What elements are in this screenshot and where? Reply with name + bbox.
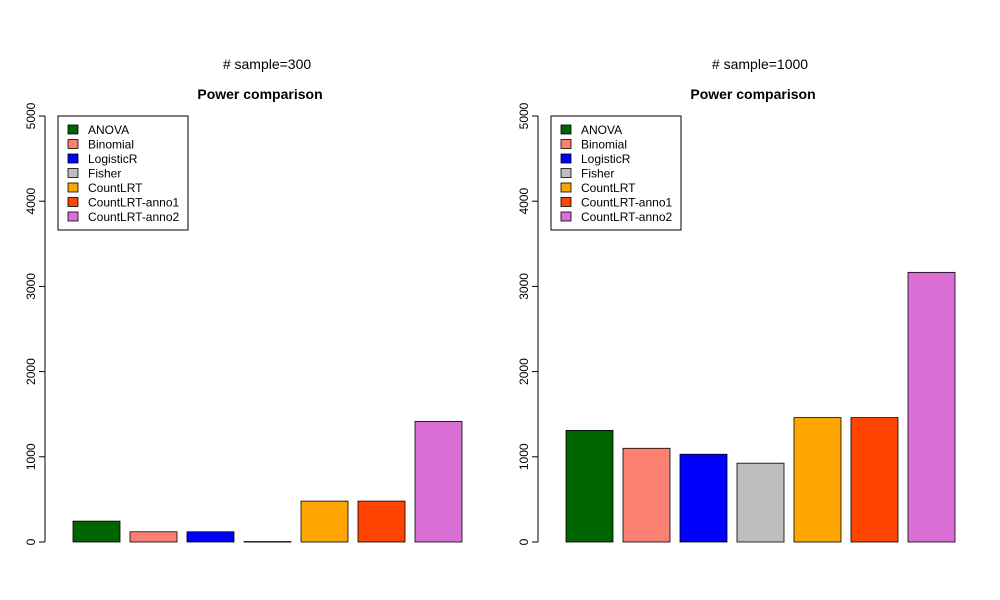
legend-label: ANOVA: [581, 123, 622, 137]
bar-anova: [72, 520, 121, 543]
legend: ANOVABinomialLogisticRFisherCountLRTCoun…: [57, 115, 189, 231]
legend-label: Binomial: [88, 138, 134, 152]
panel-sample-1000: # sample=1000 Power comparison 0 1000 2000 30…: [517, 56, 956, 545]
y-tick-label: 0: [24, 538, 38, 545]
legend-label: Binomial: [581, 138, 627, 152]
legend-swatch: [67, 153, 79, 164]
chart-supertitle: # sample=300: [223, 56, 312, 72]
bar-binomial: [622, 447, 671, 543]
legend-swatch: [560, 197, 572, 207]
y-tick-label: 4000: [517, 188, 531, 215]
bar-logisticr: [186, 531, 235, 543]
y-tick-label: 0: [517, 538, 531, 545]
y-tick-label: 2000: [24, 358, 38, 385]
bar-countlrt: [793, 417, 842, 543]
legend-swatch: [67, 168, 79, 178]
bar-countlrt-anno1: [850, 417, 899, 543]
bar-fisher: [736, 462, 785, 543]
bar-fisher: [243, 541, 292, 543]
legend-swatch: [67, 211, 79, 222]
y-tick-label: 3000: [517, 273, 531, 300]
legend-label: CountLRT-anno2: [581, 210, 673, 224]
y-tick-label: 2000: [517, 358, 531, 385]
bar-countlrt-anno2: [907, 271, 956, 543]
legend-box: [57, 115, 189, 231]
panel-sample-300: # sample=300 Power comparison 0 1000 2000 300…: [24, 56, 463, 545]
y-tick-label: 3000: [24, 273, 38, 300]
legend-label: CountLRT: [88, 181, 143, 195]
legend-swatch: [67, 124, 79, 135]
bar-binomial: [129, 531, 178, 543]
y-tick-label: 1000: [517, 443, 531, 470]
legend-label: CountLRT: [581, 181, 636, 195]
chart-title: Power comparison: [690, 86, 815, 102]
legend-box: [550, 115, 682, 231]
bar-countlrt-anno2: [414, 421, 463, 543]
y-tick-label: 5000: [517, 102, 531, 129]
legend-swatch: [560, 124, 572, 135]
legend-swatch: [560, 211, 572, 222]
bar-countlrt-anno1: [357, 500, 406, 543]
legend-swatch: [560, 168, 572, 178]
bar-countlrt: [300, 500, 349, 543]
legend-label: Fisher: [88, 167, 121, 181]
legend-swatch: [560, 139, 572, 149]
legend-swatch: [67, 197, 79, 207]
legend-swatch: [67, 139, 79, 149]
legend-swatch: [67, 182, 79, 193]
legend-swatch: [560, 153, 572, 164]
legend-label: CountLRT-anno1: [88, 196, 180, 210]
legend-label: LogisticR: [581, 152, 631, 166]
chart-supertitle: # sample=1000: [712, 56, 808, 72]
legend-label: CountLRT-anno1: [581, 196, 673, 210]
legend-label: LogisticR: [88, 152, 138, 166]
legend-label: ANOVA: [88, 123, 129, 137]
chart-title: Power comparison: [197, 86, 322, 102]
legend-label: Fisher: [581, 167, 614, 181]
legend-swatch: [560, 182, 572, 193]
bar-anova: [565, 429, 614, 543]
y-tick-label: 4000: [24, 188, 38, 215]
legend-label: CountLRT-anno2: [88, 210, 180, 224]
bar-logisticr: [679, 453, 728, 543]
legend: ANOVABinomialLogisticRFisherCountLRTCoun…: [550, 115, 682, 231]
y-tick-label: 5000: [24, 102, 38, 129]
y-tick-label: 1000: [24, 443, 38, 470]
